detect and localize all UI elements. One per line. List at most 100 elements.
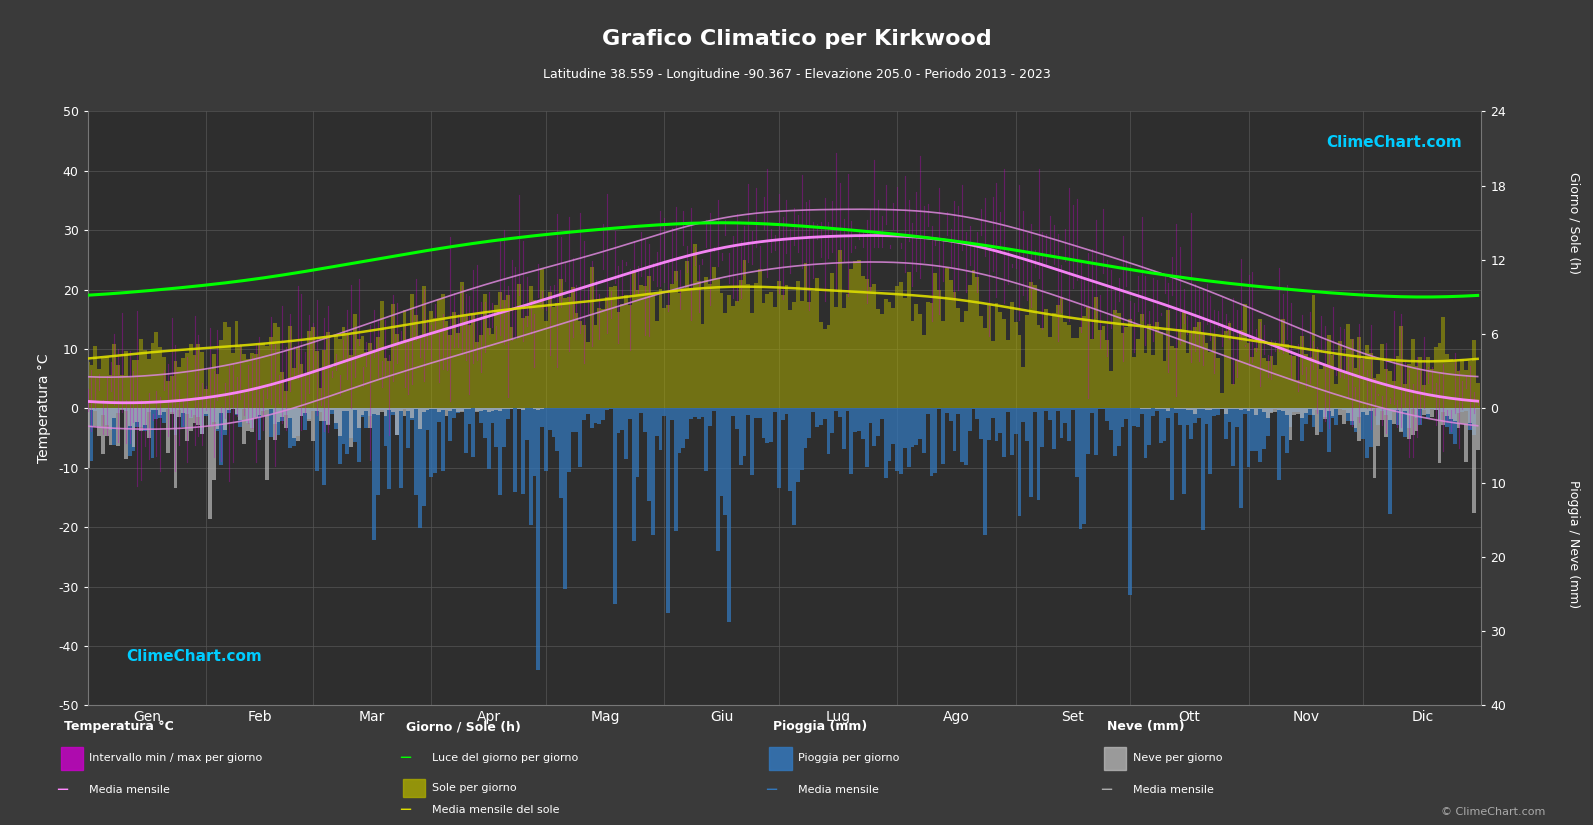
Bar xyxy=(906,408,911,467)
Bar xyxy=(1128,318,1133,408)
Bar xyxy=(750,314,753,408)
Bar xyxy=(1193,327,1196,408)
Bar xyxy=(693,408,696,417)
Bar xyxy=(253,408,258,417)
Bar xyxy=(556,408,559,451)
Bar xyxy=(151,408,155,459)
Bar xyxy=(1437,343,1442,408)
Bar xyxy=(1442,408,1445,425)
Bar xyxy=(647,408,652,502)
Bar xyxy=(215,408,220,429)
Bar xyxy=(1037,325,1040,408)
Bar xyxy=(327,408,330,424)
Bar xyxy=(307,332,311,408)
Bar xyxy=(956,408,961,414)
Bar xyxy=(387,408,392,410)
Bar xyxy=(930,304,933,408)
Bar xyxy=(570,287,575,408)
Bar xyxy=(341,408,346,411)
Bar xyxy=(392,408,395,412)
Bar xyxy=(937,290,941,408)
Bar xyxy=(1395,408,1399,425)
Bar xyxy=(105,356,108,408)
Bar xyxy=(879,408,884,419)
Bar xyxy=(1247,408,1251,411)
Bar xyxy=(433,318,436,408)
Bar xyxy=(624,408,628,459)
Bar xyxy=(685,408,690,439)
Bar xyxy=(1228,323,1231,408)
Bar xyxy=(1453,408,1456,421)
Bar xyxy=(452,408,456,418)
Bar xyxy=(628,408,632,419)
Bar xyxy=(494,304,499,408)
Bar xyxy=(575,408,578,432)
Bar xyxy=(193,408,196,422)
Bar xyxy=(991,408,994,418)
Bar xyxy=(1300,408,1305,417)
Bar xyxy=(368,408,373,427)
Bar xyxy=(739,280,742,408)
Bar xyxy=(1281,318,1286,408)
Bar xyxy=(781,295,785,408)
Bar xyxy=(1152,408,1155,416)
Bar xyxy=(365,408,368,411)
Bar xyxy=(1026,408,1029,441)
Bar xyxy=(417,336,422,408)
Bar xyxy=(245,408,250,423)
Bar xyxy=(1002,408,1007,457)
Bar xyxy=(132,360,135,408)
Bar xyxy=(177,408,182,417)
Bar xyxy=(1190,408,1193,410)
Bar xyxy=(250,353,253,408)
Bar xyxy=(272,408,277,440)
Bar xyxy=(288,326,292,408)
Bar xyxy=(777,408,781,488)
Bar xyxy=(261,408,264,411)
Bar xyxy=(868,408,873,422)
Bar xyxy=(742,260,747,408)
Bar xyxy=(1171,346,1174,408)
Bar xyxy=(1040,408,1045,447)
Bar xyxy=(1174,408,1177,413)
Bar xyxy=(201,408,204,434)
Bar xyxy=(327,408,330,425)
Bar xyxy=(1365,408,1368,459)
Bar xyxy=(170,408,174,412)
Bar xyxy=(284,408,288,427)
Bar xyxy=(1223,408,1228,439)
Bar xyxy=(521,408,524,411)
Bar xyxy=(785,408,789,413)
Bar xyxy=(575,313,578,408)
Bar xyxy=(479,335,483,408)
Bar xyxy=(766,295,769,408)
Bar xyxy=(1415,366,1418,408)
Bar xyxy=(479,408,483,411)
Bar xyxy=(245,359,250,408)
Bar xyxy=(1343,370,1346,408)
Bar xyxy=(387,361,392,408)
Bar xyxy=(1349,408,1354,422)
Text: Latitudine 38.559 - Longitudine -90.367 - Elevazione 205.0 - Periodo 2013 - 2023: Latitudine 38.559 - Longitudine -90.367 … xyxy=(543,68,1050,81)
Bar xyxy=(472,408,475,457)
Bar xyxy=(551,308,556,408)
Bar xyxy=(796,408,800,482)
Bar xyxy=(422,408,425,412)
Bar xyxy=(1056,408,1059,411)
Bar xyxy=(581,408,586,421)
Bar xyxy=(166,408,170,409)
Bar xyxy=(1292,356,1297,408)
Bar xyxy=(89,408,94,460)
Bar xyxy=(234,321,239,408)
Bar xyxy=(781,408,785,420)
Bar xyxy=(624,295,628,408)
Bar xyxy=(1190,408,1193,439)
Bar xyxy=(1395,356,1399,408)
Bar xyxy=(280,372,284,408)
Bar xyxy=(1450,408,1453,434)
Bar xyxy=(1212,408,1215,416)
Bar xyxy=(1196,323,1201,408)
Bar xyxy=(284,391,288,408)
Bar xyxy=(354,314,357,408)
Bar xyxy=(319,408,322,412)
